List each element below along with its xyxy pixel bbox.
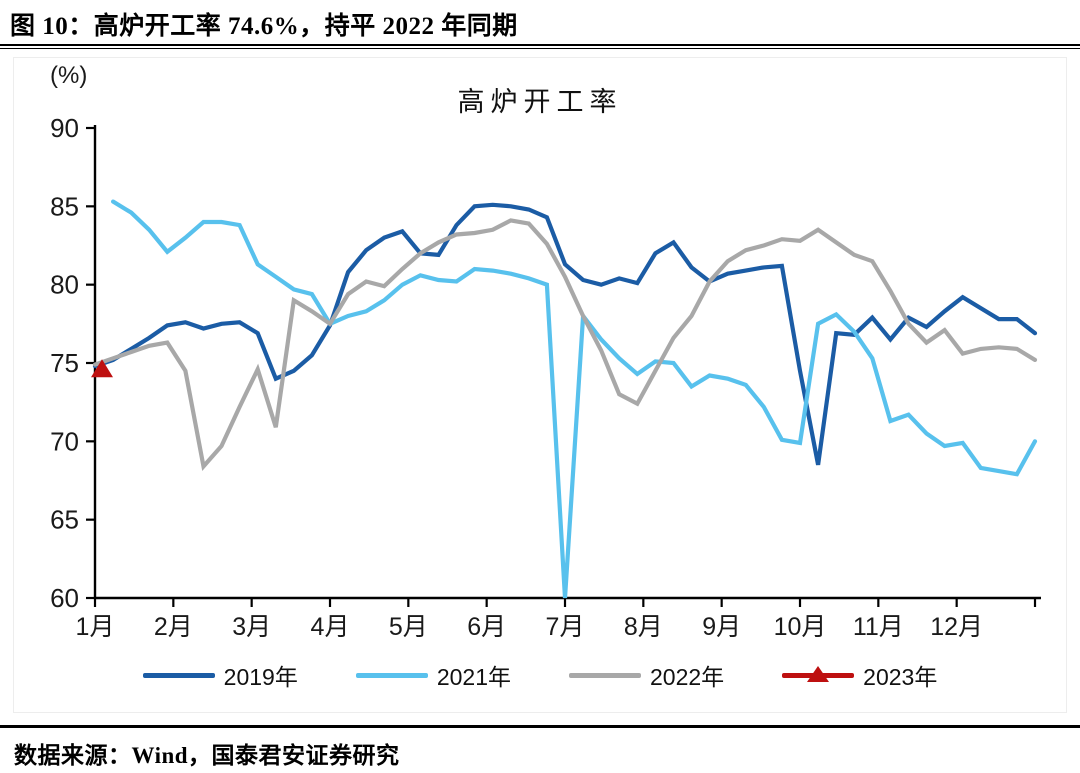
y-axis-unit-label: (%) [50,62,88,89]
legend-line-icon [355,673,428,678]
legend-label: 2023年 [863,664,938,690]
footer-divider [0,725,1080,728]
legend-line-icon [142,673,215,678]
legend-item-2019年: 2019年 [142,658,298,692]
legend-triangle-icon [807,666,830,682]
legend-label: 2019年 [223,664,298,690]
legend-swatch-2021年 [355,666,428,684]
legend-item-2022年: 2022年 [569,658,724,692]
legend-item-2023年: 2023年 [782,658,937,692]
legend-swatch-2019年 [142,666,215,684]
legend-swatch-2022年 [569,666,641,684]
title-divider [0,44,1080,46]
source-note: 数据来源：Wind，国泰君安证券研究 [14,743,400,768]
legend-item-2021年: 2021年 [355,658,511,692]
title-divider-thin [0,48,1080,49]
chart-legend: 2019年 2021年 2022年 2023年 [0,658,1080,692]
legend-label: 2022年 [650,664,725,690]
legend-line-icon [569,673,641,678]
legend-swatch-2023年 [782,666,855,684]
chart-title: 高炉开工率 [457,87,623,118]
legend-label: 2021年 [436,664,511,690]
figure-title: 图 10：高炉开工率 74.6%，持平 2022 年同期 [10,13,518,40]
chart-figure [13,57,1067,713]
